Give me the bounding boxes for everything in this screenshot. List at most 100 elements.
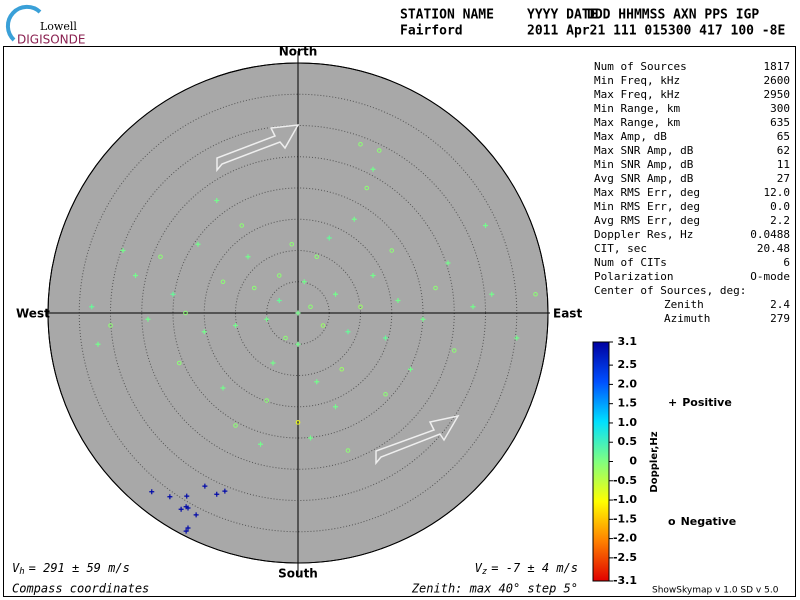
header-value: Fairford xyxy=(400,24,463,39)
source-positive xyxy=(89,304,95,310)
north-label: North xyxy=(279,45,317,59)
stat-value: 1817 xyxy=(764,60,791,73)
center-name: Zenith xyxy=(664,298,704,311)
source-negative xyxy=(320,323,326,328)
source-negative xyxy=(276,273,282,278)
source-positive xyxy=(245,254,251,260)
colorbar-tick-label: 0.5 xyxy=(618,435,638,448)
source-positive xyxy=(270,360,276,366)
stat-value: O-mode xyxy=(750,270,790,283)
source-positive xyxy=(233,323,238,328)
source-negative xyxy=(239,223,245,228)
source-positive xyxy=(383,335,388,341)
stat-name: Min Freq, kHz xyxy=(594,74,680,87)
source-negative xyxy=(176,360,182,366)
source-positive xyxy=(351,216,357,222)
legend-marker: o xyxy=(668,515,676,528)
source-negative xyxy=(283,335,288,341)
source-positive xyxy=(201,329,207,335)
source-positive xyxy=(333,291,338,297)
legend-marker: + xyxy=(668,396,677,409)
legend-positive: + Positive xyxy=(668,396,732,409)
source-positive xyxy=(95,341,101,347)
source-positive xyxy=(295,341,301,347)
source-positive xyxy=(470,304,476,310)
source-positive xyxy=(145,316,151,322)
stat-name: Max SNR Amp, dB xyxy=(594,144,694,157)
source-positive xyxy=(120,248,126,253)
center-value: 279 xyxy=(770,312,790,325)
source-positive xyxy=(370,166,376,172)
stat-value: 0.0488 xyxy=(750,228,790,241)
source-positive xyxy=(167,494,173,500)
source-positive xyxy=(214,491,220,497)
source-positive xyxy=(395,298,401,303)
center-value: 2.4 xyxy=(770,298,790,311)
source-positive xyxy=(193,512,199,518)
stat-name: Avg RMS Err, deg xyxy=(594,214,700,227)
source-positive xyxy=(489,291,495,297)
source-negative xyxy=(308,304,313,310)
header-column: STATION NAME xyxy=(400,8,494,23)
source-positive xyxy=(314,379,320,385)
source-negative xyxy=(358,141,363,147)
stat-name: Polarization xyxy=(594,270,673,283)
stat-value: 635 xyxy=(770,116,790,129)
stat-name: Min RMS Err, deg xyxy=(594,200,700,213)
stat-name: Max Amp, dB xyxy=(594,130,667,143)
stat-value: 2.2 xyxy=(770,214,790,227)
colorbar-tick-label: -1.0 xyxy=(613,493,637,506)
source-negative xyxy=(389,248,395,253)
colorbar-tick-label: 3.1 xyxy=(618,335,638,348)
source-negative xyxy=(383,391,388,397)
stat-name: Min SNR Amp, dB xyxy=(594,158,694,171)
vh: Vh = 291 ± 59 m/s xyxy=(12,561,130,577)
stat-name: CIT, sec xyxy=(594,242,647,255)
source-positive xyxy=(264,316,270,322)
source-negative xyxy=(289,241,295,247)
stat-name: Num of CITs xyxy=(594,256,667,269)
source-positive xyxy=(483,223,488,228)
source-positive xyxy=(214,198,220,203)
stat-value: 2950 xyxy=(764,88,791,101)
source-positive xyxy=(295,310,301,316)
colorbar-tick-label: -3.1 xyxy=(613,574,637,587)
stat-value: 20.48 xyxy=(757,242,790,255)
source-positive xyxy=(408,366,413,372)
source-negative xyxy=(451,348,457,353)
source-negative xyxy=(233,423,238,428)
source-positive xyxy=(149,489,155,495)
logo-bottom: DIGISONDE xyxy=(17,33,85,47)
source-positive xyxy=(185,505,191,511)
stat-value: 2600 xyxy=(764,74,791,87)
source-positive xyxy=(514,335,520,341)
stat-value: 27 xyxy=(777,172,790,185)
source-positive xyxy=(345,329,351,335)
source-positive xyxy=(301,279,307,285)
logo-swoosh xyxy=(5,4,42,42)
source-negative xyxy=(183,310,188,316)
colorbar-label: Doppler,Hz xyxy=(649,431,660,492)
source-negative xyxy=(339,366,345,372)
source-negative xyxy=(358,304,363,310)
colorbar-tick-label: 2.5 xyxy=(618,358,638,371)
stat-name: Num of Sources xyxy=(594,60,687,73)
source-negative xyxy=(345,448,351,453)
arrow xyxy=(375,414,460,466)
source-positive xyxy=(195,241,201,247)
source-positive xyxy=(183,528,189,534)
legend-negative: o Negative xyxy=(668,515,736,528)
source-positive xyxy=(333,404,338,410)
source-positive xyxy=(420,316,426,322)
colorbar-tick-label: 2.0 xyxy=(618,377,638,390)
source-negative xyxy=(295,420,301,425)
stat-value: 62 xyxy=(777,144,790,157)
legend-text: Positive xyxy=(682,396,732,409)
source-positive xyxy=(202,483,208,489)
source-negative xyxy=(158,254,163,260)
source-negative xyxy=(314,254,320,260)
source-positive xyxy=(308,435,313,441)
colorbar-tick-label: 1.5 xyxy=(618,397,638,410)
source-positive xyxy=(185,525,191,531)
